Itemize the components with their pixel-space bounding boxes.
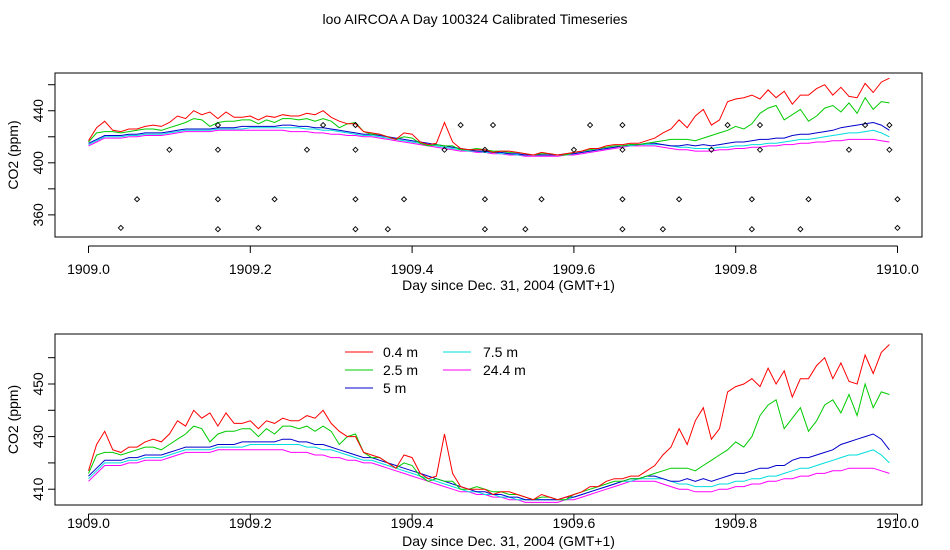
y-tick-label: 360 — [30, 203, 46, 227]
series-line-75m — [88, 444, 890, 501]
data-point — [489, 121, 497, 129]
plot-frame — [54, 333, 923, 506]
legend: 0.4 m 2.5 m 5 m 7.5 m 24.4 m — [345, 344, 526, 396]
plot-frame — [54, 72, 923, 238]
data-point — [586, 121, 594, 129]
data-point — [214, 146, 222, 153]
data-point — [352, 226, 359, 233]
data-point — [352, 146, 359, 153]
x-tick-label: 1910.0 — [876, 515, 919, 531]
x-axis-label: Day since Dec. 31, 2004 (GMT+1) — [402, 277, 615, 293]
series-line-5m — [88, 121, 890, 156]
x-tick-label: 1909.2 — [229, 261, 272, 277]
x-tick-label: 1909.0 — [67, 515, 110, 531]
data-point — [271, 196, 278, 203]
x-tick-label: 1910.0 — [876, 261, 919, 277]
data-point — [133, 196, 141, 203]
data-point — [619, 196, 626, 203]
data-point — [894, 224, 901, 232]
data-point — [886, 146, 893, 153]
data-point — [214, 121, 222, 129]
data-point — [384, 226, 391, 233]
data-point — [748, 226, 756, 233]
legend-label: 2.5 m — [383, 362, 418, 378]
data-point — [756, 146, 764, 153]
data-point — [538, 196, 545, 203]
data-point — [117, 224, 124, 232]
x-tick-label: 1909.8 — [714, 261, 757, 277]
data-point — [352, 196, 359, 203]
upper-panel: 1909.0 1909.2 1909.4 1909.6 1909.8 1910.0 Day … — [5, 72, 923, 293]
series-line-75m — [88, 127, 890, 156]
data-point — [570, 146, 578, 153]
series-line-04m — [88, 344, 890, 501]
data-point — [862, 121, 869, 129]
data-point — [441, 146, 448, 153]
data-point — [319, 121, 327, 129]
x-tick-label: 1909.0 — [67, 261, 110, 277]
y-tick-label: 400 — [30, 151, 46, 175]
data-point — [481, 146, 489, 153]
series-group — [88, 77, 901, 233]
legend-label: 7.5 m — [483, 344, 518, 360]
data-point — [214, 226, 222, 233]
y-axis-label: CO2 (ppm) — [5, 120, 21, 189]
legend-label: 24.4 m — [483, 362, 526, 378]
legend-label: 5 m — [383, 380, 406, 396]
data-point — [619, 226, 626, 233]
x-tick-label: 1909.6 — [552, 261, 595, 277]
data-point — [894, 196, 901, 203]
data-point — [481, 196, 489, 203]
data-point — [886, 121, 893, 129]
data-point — [619, 146, 626, 153]
data-point — [724, 121, 731, 129]
data-point — [797, 226, 804, 233]
series-line-04m — [88, 77, 890, 156]
y-tick-label: 410 — [30, 477, 46, 501]
series-line-244m — [88, 129, 890, 157]
data-point — [748, 196, 756, 203]
series-group — [88, 344, 890, 503]
data-point — [214, 196, 222, 203]
lower-panel: 1909.0 1909.2 1909.4 1909.6 1909.8 1910.0 Day … — [5, 333, 923, 549]
data-point — [400, 196, 408, 203]
data-point — [457, 121, 464, 129]
y-tick-label: 450 — [30, 372, 46, 396]
data-point — [756, 121, 764, 129]
x-axis-label: Day since Dec. 31, 2004 (GMT+1) — [402, 533, 615, 549]
data-point — [303, 146, 311, 153]
data-point — [255, 224, 262, 232]
data-point — [675, 196, 683, 203]
data-point — [708, 146, 715, 153]
x-tick-label: 1909.4 — [391, 515, 434, 531]
page-title: loo AIRCOA A Day 100324 Calibrated Times… — [322, 11, 628, 27]
data-point — [659, 226, 667, 233]
data-point — [352, 121, 359, 129]
series-line-25m — [88, 382, 890, 501]
data-point — [481, 226, 489, 233]
data-point — [522, 226, 529, 233]
data-point — [805, 196, 812, 203]
series-line-244m — [88, 449, 890, 503]
series-line-5m — [88, 433, 890, 501]
y-tick-label: 440 — [30, 99, 46, 123]
data-point — [845, 146, 853, 153]
y-tick-label: 430 — [30, 425, 46, 449]
data-point — [166, 146, 173, 153]
y-axis-label: CO2 (ppm) — [5, 385, 21, 454]
data-point — [619, 121, 626, 129]
x-tick-label: 1909.4 — [391, 261, 434, 277]
x-tick-label: 1909.8 — [714, 515, 757, 531]
series-line-25m — [88, 96, 890, 156]
legend-label: 0.4 m — [383, 344, 418, 360]
x-tick-label: 1909.6 — [552, 515, 595, 531]
x-tick-label: 1909.2 — [229, 515, 272, 531]
